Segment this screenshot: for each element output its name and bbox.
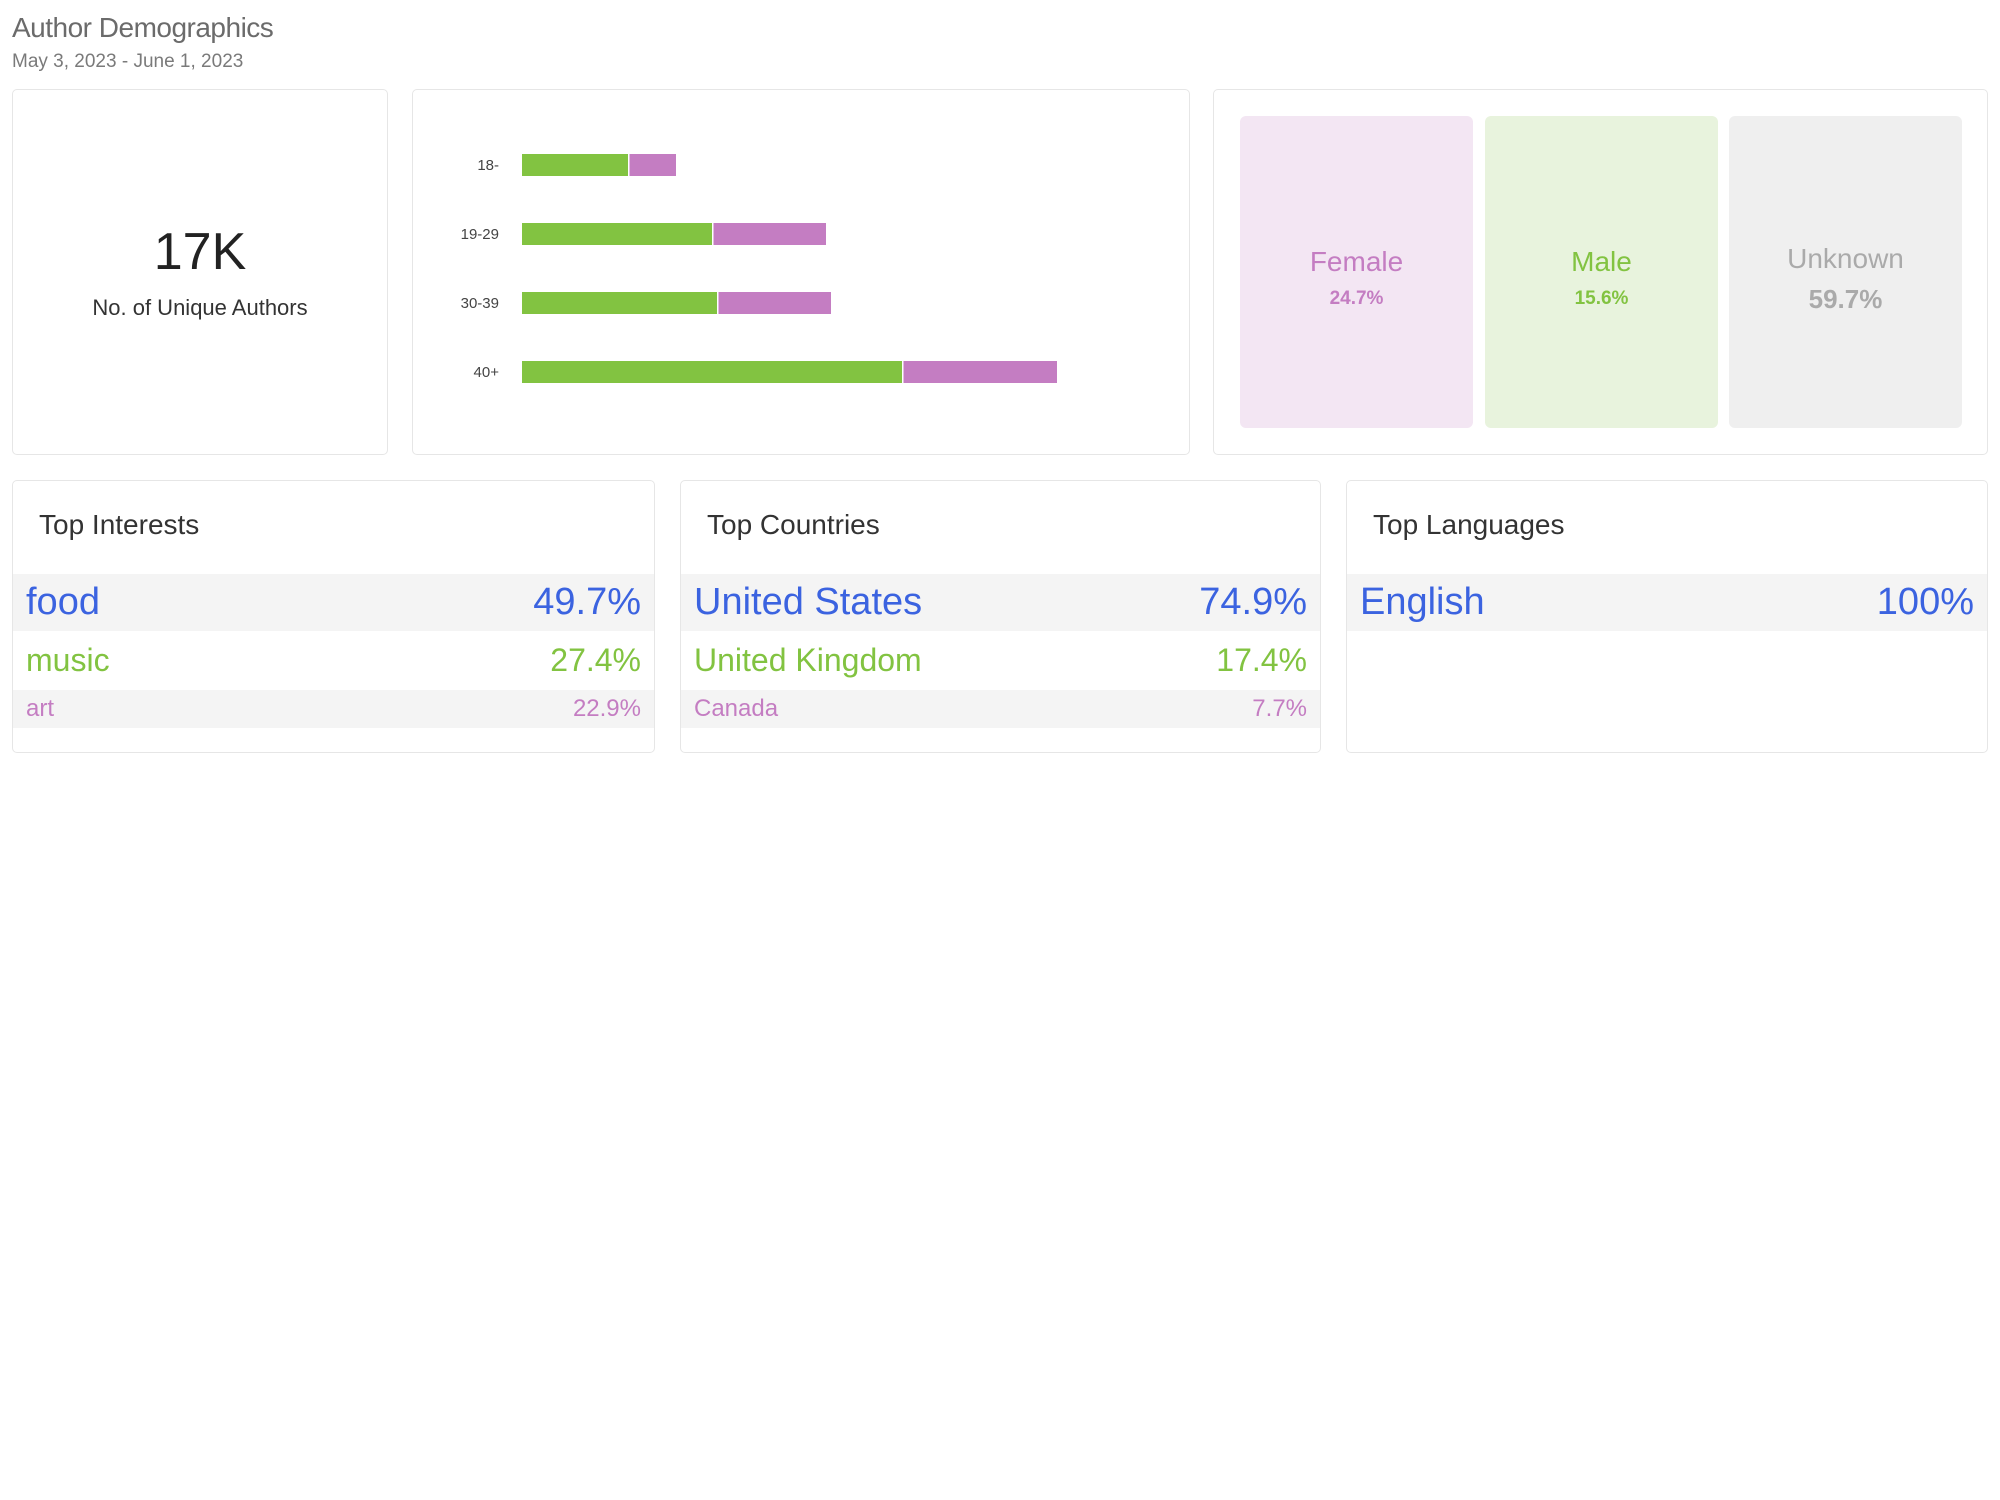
top-languages-title: Top Languages [1373, 509, 1565, 540]
country-pct: 7.7% [1252, 695, 1307, 722]
age-tick-label: 40+ [474, 364, 500, 381]
top-interests-card: Top Interests food 49.7% music 27.4% art… [12, 480, 655, 753]
top-languages-list: English 100% [1347, 574, 1987, 631]
age-tick-label: 19-29 [461, 226, 499, 243]
unique-authors-value: 17K [153, 223, 247, 281]
age-tick-label: 18- [477, 157, 499, 174]
interest-pct: 49.7% [533, 581, 641, 623]
age-tick-label: 30-39 [461, 295, 499, 312]
gender-card: Female 24.7% Male 15.6% Unknown 59.7% [1213, 89, 1988, 455]
list-item: United States 74.9% [681, 574, 1320, 631]
age-bar-chart: 18- 19-29 30-39 40+ [461, 154, 1057, 383]
language-pct: 100% [1876, 581, 1974, 623]
country-pct: 74.9% [1199, 581, 1307, 623]
gender-unknown-label: Unknown [1787, 243, 1904, 274]
page-title: Author Demographics [12, 12, 274, 43]
list-item: English 100% [1347, 574, 1987, 631]
age-bar-segment [522, 154, 628, 176]
unique-authors-card: 17K No. of Unique Authors [12, 89, 388, 455]
gender-unknown-box: Unknown 59.7% [1729, 116, 1962, 428]
language-name: English [1360, 581, 1485, 623]
list-item: art 22.9% [13, 690, 654, 728]
list-item: Canada 7.7% [681, 690, 1320, 728]
country-pct: 17.4% [1216, 642, 1307, 678]
top-countries-card: Top Countries United States 74.9% United… [680, 480, 1321, 753]
age-bar-segment [713, 223, 826, 245]
interest-pct: 22.9% [572, 695, 641, 722]
top-languages-card: Top Languages English 100% [1346, 480, 1988, 753]
list-item: music 27.4% [13, 631, 654, 690]
age-bar-segment [522, 292, 717, 314]
country-name: Canada [694, 695, 779, 722]
top-countries-list: United States 74.9% United Kingdom 17.4%… [681, 574, 1320, 728]
list-item: food 49.7% [13, 574, 654, 631]
age-bar-segment [718, 292, 831, 314]
top-interests-list: food 49.7% music 27.4% art 22.9% [13, 574, 654, 728]
top-interests-title: Top Interests [39, 509, 200, 540]
age-bar-segment [903, 361, 1057, 383]
age-chart-card: 18- 19-29 30-39 40+ [412, 89, 1190, 455]
gender-female-box: Female 24.7% [1240, 116, 1473, 428]
list-item: United Kingdom 17.4% [681, 631, 1320, 690]
interest-name: music [26, 642, 110, 678]
unique-authors-label: No. of Unique Authors [92, 295, 308, 320]
interest-name: food [26, 581, 100, 623]
gender-female-label: Female [1309, 246, 1404, 277]
age-bar-segment [522, 361, 902, 383]
gender-unknown-pct: 59.7% [1808, 284, 1883, 314]
gender-male-box: Male 15.6% [1485, 116, 1718, 428]
age-bar-segment [629, 154, 676, 176]
gender-male-pct: 15.6% [1574, 288, 1629, 309]
gender-male-label: Male [1571, 246, 1632, 277]
top-countries-title: Top Countries [707, 509, 880, 540]
date-range: May 3, 2023 - June 1, 2023 [12, 51, 244, 72]
gender-female-pct: 24.7% [1329, 288, 1384, 309]
age-bar-segment [522, 223, 712, 245]
interest-pct: 27.4% [550, 642, 641, 678]
country-name: United Kingdom [694, 642, 922, 678]
interest-name: art [26, 695, 55, 722]
country-name: United States [694, 581, 923, 623]
